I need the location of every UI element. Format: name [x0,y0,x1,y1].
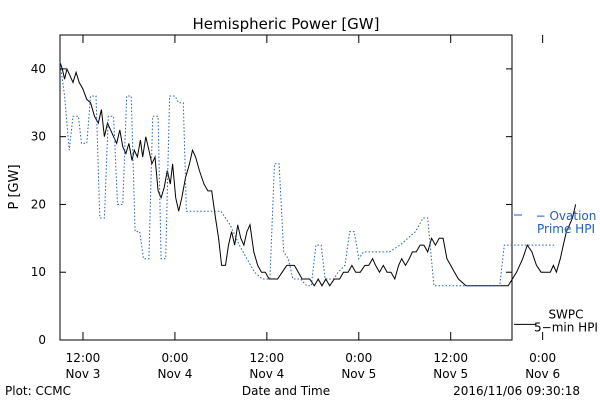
x-tick-time: 12:00 [250,351,285,365]
y-tick-label: 30 [31,130,46,144]
y-tick-label: 20 [31,197,46,211]
legend-label-swpc: 5−min HPI [534,320,598,334]
series-swpc-hpi [59,61,577,287]
x-tick-date: Nov 6 [525,367,560,381]
y-tick-label: 10 [31,265,46,279]
series-ovation-prime-hpi [59,62,555,287]
x-tick-date: Nov 5 [341,367,376,381]
x-tick-date: Nov 3 [66,367,101,381]
x-tick-time: 12:00 [433,351,468,365]
y-tick-label: 40 [31,62,46,76]
plot-credit: Plot: CCMC [5,384,71,398]
x-tick-time: 0:00 [161,351,188,365]
series-layer [59,61,577,287]
legend-label-ovation: − Ovation [536,209,597,223]
x-axis-label: Date and Time [242,384,330,398]
x-tick-date: Nov 4 [157,367,192,381]
x-tick-time: 12:00 [66,351,101,365]
legend-label-swpc: SWPC [548,307,583,321]
legend-label-ovation: Prime HPI [537,222,595,236]
y-tick-label: 0 [38,333,46,347]
plot-timestamp: 2016/11/06 09:30:18 [453,384,580,398]
y-axis-label: P [GW] [7,164,22,209]
x-tick-date: Nov 5 [433,367,468,381]
plot-frame [59,34,513,341]
x-axis: 12:00 Nov 3 0:00 Nov 4 12:00 Nov 4 0:00 Nov 5 12… [66,35,560,381]
x-tick-time: 0:00 [345,351,372,365]
y-axis: 0 10 20 30 40 [31,62,512,347]
chart-title: Hemispheric Power [GW] [193,15,380,33]
x-tick-date: Nov 4 [249,367,284,381]
x-tick-time: 0:00 [529,351,556,365]
